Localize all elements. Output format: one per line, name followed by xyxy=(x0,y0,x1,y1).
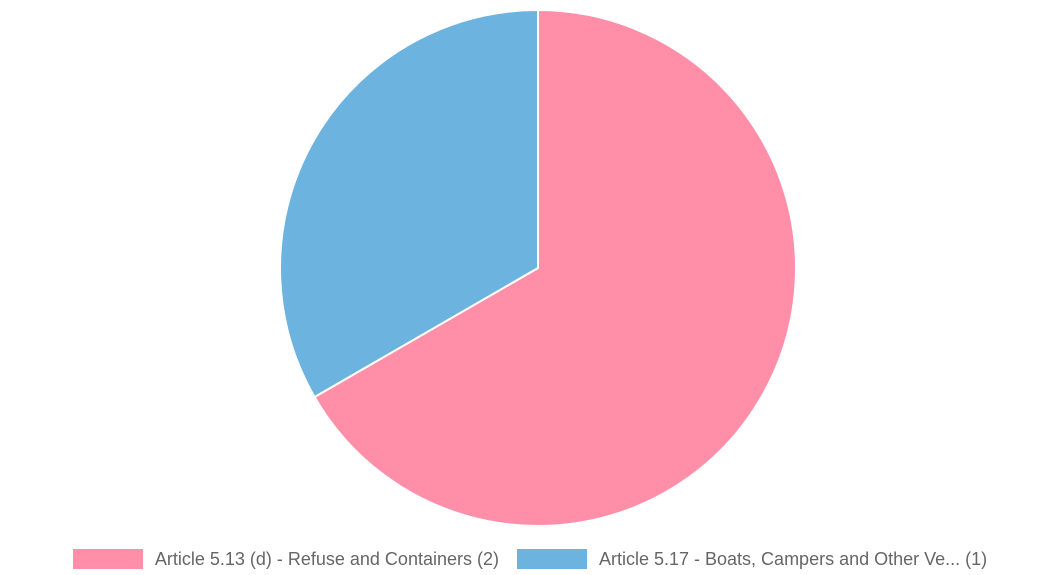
legend-label-0: Article 5.13 (d) - Refuse and Containers… xyxy=(154,548,499,569)
pie-chart xyxy=(279,8,797,527)
pie-slice-0[interactable] xyxy=(313,8,797,527)
pie-slices xyxy=(279,8,797,527)
legend-label-1: Article 5.17 - Boats, Campers and Other … xyxy=(598,548,988,569)
legend-item-1[interactable]: Article 5.17 - Boats, Campers and Other … xyxy=(516,548,988,570)
legend-swatch-0 xyxy=(72,549,143,569)
pie-slice-1[interactable] xyxy=(279,8,539,399)
legend-item-0[interactable]: Article 5.13 (d) - Refuse and Containers… xyxy=(72,548,499,570)
legend: Article 5.13 (d) - Refuse and Containers… xyxy=(0,546,1060,572)
legend-swatch-1 xyxy=(516,549,587,569)
